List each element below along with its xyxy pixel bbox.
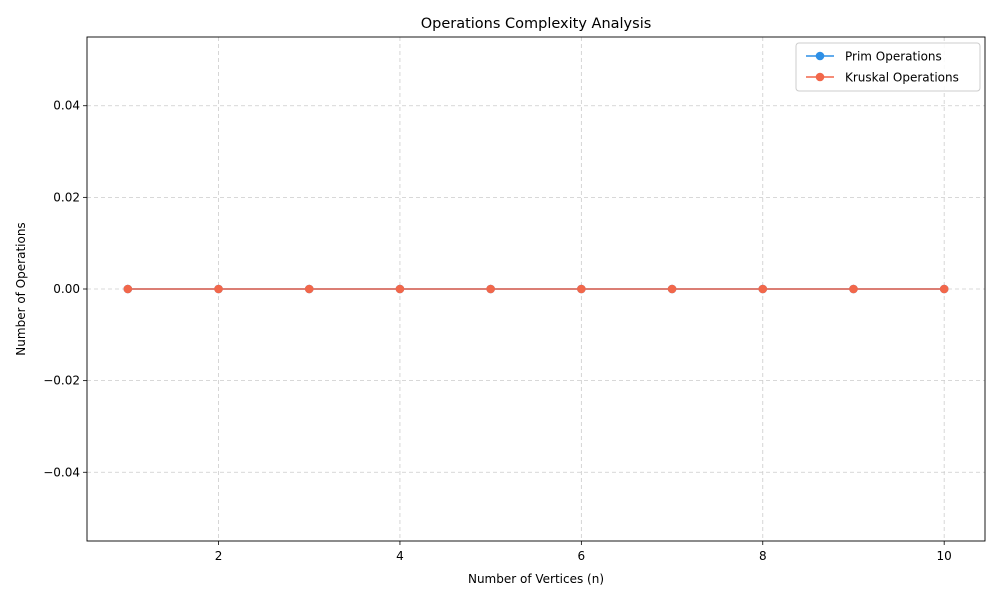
legend-label-kruskal: Kruskal Operations: [845, 71, 959, 85]
legend-box: [795, 42, 981, 92]
x-tick-label: 4: [396, 549, 404, 563]
chart-title: Operations Complexity Analysis: [421, 16, 652, 32]
y-tick-label: −0.02: [43, 374, 80, 388]
y-tick-label: 0.00: [53, 282, 80, 296]
data-point-kruskal: [849, 284, 858, 294]
x-axis: 2 4 6 8 10: [215, 541, 952, 563]
x-tick-label: 2: [215, 549, 223, 563]
legend-marker-prim: [815, 51, 825, 61]
y-tick-label: −0.04: [43, 465, 80, 479]
y-axis: −0.04 −0.02 0.00 0.02 0.04: [43, 99, 87, 479]
data-point-kruskal: [214, 284, 223, 294]
legend-marker-kruskal: [815, 72, 825, 82]
data-point-kruskal: [123, 284, 133, 294]
x-tick-label: 6: [578, 549, 586, 563]
data-point-kruskal: [667, 284, 677, 294]
legend: Prim Operations Kruskal Operations: [795, 42, 981, 92]
legend-entry-prim: Prim Operations: [806, 50, 942, 64]
y-tick-label: 0.02: [53, 190, 80, 204]
x-tick-label: 10: [937, 549, 952, 563]
data-point-kruskal: [577, 284, 586, 294]
x-tick-label: 8: [759, 549, 767, 563]
data-point-kruskal: [758, 284, 768, 294]
legend-label-prim: Prim Operations: [845, 50, 942, 64]
data-point-kruskal: [304, 284, 314, 294]
x-axis-label: Number of Vertices (n): [468, 572, 604, 586]
y-axis-label: Number of Operations: [14, 222, 28, 355]
y-tick-label: 0.04: [53, 99, 80, 113]
legend-entry-kruskal: Kruskal Operations: [806, 71, 959, 85]
data-point-kruskal: [939, 284, 949, 294]
data-point-kruskal: [486, 284, 495, 294]
data-point-kruskal: [395, 284, 405, 294]
series-layer: [123, 284, 949, 294]
